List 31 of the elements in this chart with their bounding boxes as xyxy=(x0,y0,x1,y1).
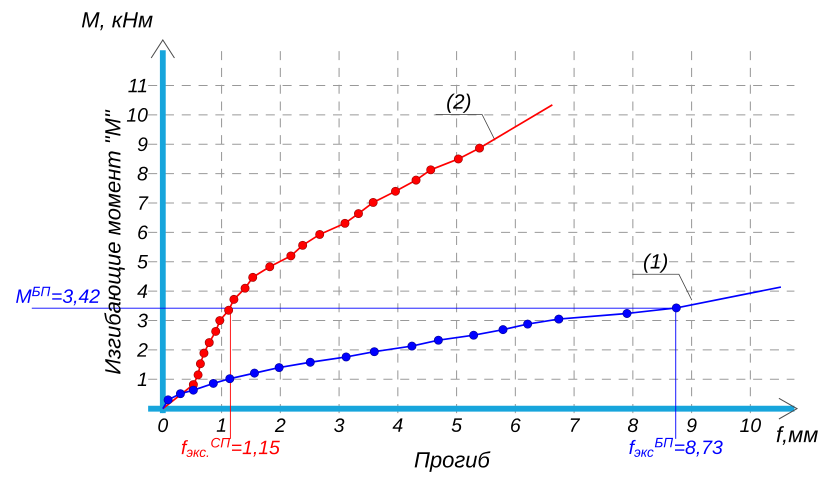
series-label: (1) xyxy=(644,254,668,273)
y-tick-label: 5 xyxy=(138,255,148,269)
y-tick-label: 8 xyxy=(138,166,148,181)
x-tick-label: 1 xyxy=(216,418,226,432)
y-tick-label: 2 xyxy=(137,343,148,357)
y-tick-label: 4 xyxy=(137,284,148,298)
x-tick-label: 6 xyxy=(511,418,521,432)
text: M, кНм xyxy=(82,12,153,30)
x-tick-label: 8 xyxy=(628,418,638,432)
x-tick-label: 2 xyxy=(274,418,286,432)
x-tick-label: 3 xyxy=(334,418,344,432)
y-tick-label: 9 xyxy=(138,138,148,152)
y-tick-label: 3 xyxy=(138,314,148,328)
y-tick-label: 7 xyxy=(139,196,148,210)
x-tick-label: 5 xyxy=(452,418,462,432)
y-tick-label: 1 xyxy=(138,372,146,386)
x-tick-label: 4 xyxy=(392,418,402,432)
x-tick-label: 10 xyxy=(740,418,761,432)
x-tick-label: 0 xyxy=(158,418,168,432)
series-label: (2) xyxy=(447,94,470,114)
y-tick-label: 10 xyxy=(126,108,148,122)
text: f,мм xyxy=(776,426,818,446)
ref-line-label: f$_{экс}$$^{БП}$=8,73 xyxy=(629,438,723,458)
x-tick-label: 7 xyxy=(570,418,580,432)
y-tick-label: 6 xyxy=(138,226,148,240)
y-tick-label: 11 xyxy=(128,78,146,92)
ref-line-label: f$_{экс.}$$^{СП}$=1,15 xyxy=(182,438,280,458)
x-axis-title: Прогиб xyxy=(414,451,490,472)
y-axis-title: Изгибающие момент "M" xyxy=(104,110,125,374)
x-tick-label: 9 xyxy=(686,418,697,432)
ref-line-label: M$^{БП}$=3,42 xyxy=(16,286,100,306)
